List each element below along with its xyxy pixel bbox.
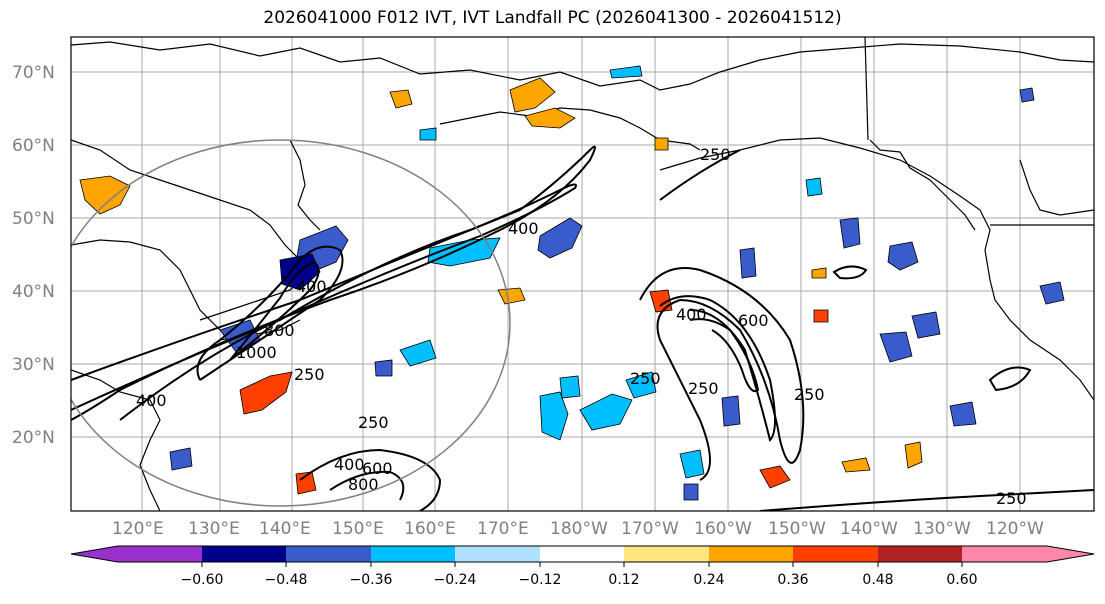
contour-label: 250 — [688, 379, 719, 398]
contour-labels: 1000 250 400 800 400 400 250 250 400 600… — [136, 145, 1027, 508]
map-title: 2026041000 F012 IVT, IVT Landfall PC (20… — [263, 8, 842, 28]
longitude-labels: 120°E 130°E 140°E 150°E 160°E 170°E 180°… — [112, 519, 1044, 539]
lat-label: 70°N — [12, 63, 55, 83]
colorbar-bin — [202, 546, 286, 562]
lon-label: 160°W — [694, 519, 752, 539]
contour-label: 600 — [362, 459, 393, 478]
lat-label: 50°N — [12, 209, 55, 229]
lat-label: 20°N — [12, 428, 55, 448]
lon-label: 130°E — [188, 519, 240, 539]
colorbar-extend-low — [71, 546, 118, 562]
contour-label: 250 — [630, 369, 661, 388]
colorbar-tick: 0.24 — [693, 572, 724, 588]
colorbar-bin — [371, 546, 455, 562]
colorbar-tick: 0.60 — [946, 572, 977, 588]
lon-label: 170°E — [477, 519, 529, 539]
colorbar-tick: 0.48 — [862, 572, 893, 588]
lon-label: 160°E — [404, 519, 456, 539]
colorbar-tick: 0.12 — [608, 572, 639, 588]
contour-label: 250 — [294, 365, 325, 384]
lon-label: 150°W — [768, 519, 826, 539]
search-radius-circle — [71, 139, 511, 507]
lon-label: 120°W — [986, 519, 1044, 539]
lat-label: 30°N — [12, 355, 55, 375]
colorbar-bin — [118, 546, 202, 562]
colorbar-tick: −0.60 — [181, 572, 224, 588]
colorbar-tick: −0.24 — [434, 572, 477, 588]
map-frame — [70, 36, 1095, 512]
contour-label: 250 — [794, 385, 825, 404]
gridlines — [71, 37, 1094, 511]
lon-label: 170°W — [621, 519, 679, 539]
contour-label: 400 — [136, 391, 167, 410]
colorbar-tick: −0.48 — [265, 572, 308, 588]
contour-label: 400 — [676, 305, 707, 324]
colorbar-bin — [286, 546, 371, 562]
contour-label: 250 — [700, 145, 731, 164]
contour-label: 800 — [348, 475, 379, 494]
lat-label: 60°N — [12, 136, 55, 156]
colorbar-extend-high — [1047, 546, 1094, 562]
colorbar-tick: −0.36 — [350, 572, 393, 588]
colorbar: −0.60 −0.48 −0.36 −0.24 −0.12 0.12 0.24 … — [70, 545, 1095, 588]
contour-label: 400 — [508, 219, 539, 238]
lon-label: 120°E — [112, 519, 164, 539]
latitude-labels: 70°N 60°N 50°N 40°N 30°N 20°N — [12, 63, 55, 448]
lon-label: 140°E — [259, 519, 311, 539]
colorbar-bin — [878, 546, 962, 562]
contour-label: 800 — [264, 321, 295, 340]
ivt-contours — [71, 145, 1094, 511]
contour-label: 250 — [358, 413, 389, 432]
contour-label: 250 — [996, 489, 1027, 508]
colorbar-bin — [540, 546, 624, 562]
colorbar-tick: −0.12 — [519, 572, 562, 588]
colorbar-tick: 0.36 — [777, 572, 808, 588]
contour-label: 1000 — [236, 343, 277, 362]
contour-label: 400 — [334, 455, 365, 474]
colorbar-bin — [709, 546, 793, 562]
lat-label: 40°N — [12, 282, 55, 302]
lon-label: 140°W — [840, 519, 898, 539]
colorbar-bin — [962, 546, 1047, 562]
colorbar-bin — [624, 546, 709, 562]
contour-label: 600 — [738, 311, 769, 330]
lon-label: 150°E — [332, 519, 384, 539]
colorbar-bin — [455, 546, 540, 562]
contour-label: 400 — [296, 277, 327, 296]
lon-label: 180°W — [550, 519, 608, 539]
lon-label: 130°W — [913, 519, 971, 539]
colorbar-bin — [793, 546, 878, 562]
